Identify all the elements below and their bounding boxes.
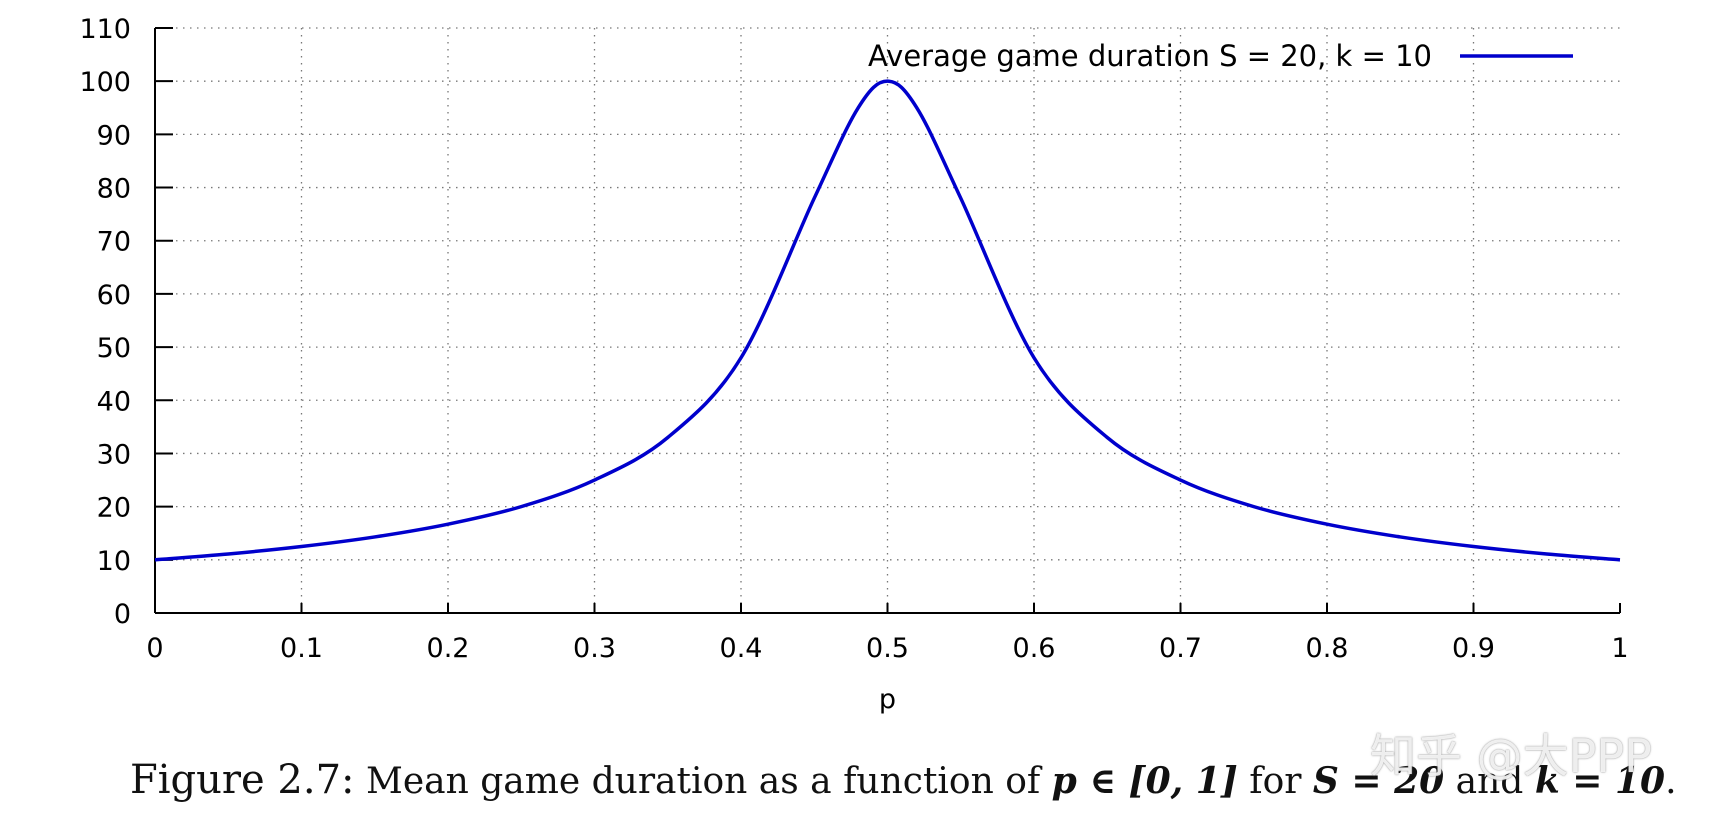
x-tick-label: 0.3 <box>573 633 616 664</box>
y-tick-label: 90 <box>97 120 131 151</box>
x-tick-label: 0.6 <box>1013 633 1056 664</box>
x-tick-label: 0.1 <box>280 633 323 664</box>
watermark: 知乎 @大PPP <box>1370 729 1652 783</box>
caption-label: Figure 2.7: <box>130 757 355 803</box>
y-tick-label: 60 <box>97 280 131 311</box>
y-tick-label: 30 <box>97 439 131 470</box>
x-tick-label: 0 <box>146 633 163 664</box>
x-tick-label: 0.8 <box>1306 633 1349 664</box>
y-tick-label: 10 <box>97 546 131 577</box>
series-lines <box>154 79 1621 562</box>
caption-text-3: and <box>1444 761 1535 802</box>
x-axis-label: p <box>879 684 896 715</box>
x-tick-label: 0.4 <box>720 633 763 664</box>
legend-entry-label: Average game duration S = 20, k = 10 <box>868 39 1432 73</box>
caption-math-k: k = 10 <box>1534 760 1666 802</box>
x-tick-label: 0.9 <box>1452 633 1495 664</box>
caption-text-2: for <box>1237 761 1313 802</box>
tick-labels: 0 0.1 0.2 0.3 0.4 0.5 0.6 0.7 0.8 0.9 101020304050… <box>79 14 1628 715</box>
y-tick-label: 100 <box>79 67 131 98</box>
x-tick-label: 0.7 <box>1159 633 1202 664</box>
y-tick-label: 0 <box>114 599 131 630</box>
x-tick-label: 0.5 <box>866 633 909 664</box>
figure-caption: Figure 2.7: Mean game duration as a func… <box>130 757 1677 804</box>
series-line <box>154 79 1621 562</box>
y-tick-label: 50 <box>97 333 131 364</box>
grid <box>155 27 1620 613</box>
x-tick-label: 1 <box>1611 633 1628 664</box>
x-tick-label: 0.2 <box>427 633 470 664</box>
y-tick-label: 110 <box>79 14 131 45</box>
caption-math-p: p ∈ [0, 1] <box>1051 760 1238 802</box>
y-tick-label: 20 <box>97 493 131 524</box>
axes <box>154 27 1621 614</box>
y-tick-label: 40 <box>97 386 131 417</box>
caption-text-4: . <box>1665 761 1677 802</box>
caption-math-s: S = 20 <box>1312 760 1445 802</box>
y-tick-label: 70 <box>97 227 131 258</box>
legend: Average game duration S = 20, k = 10 <box>868 39 1573 73</box>
caption-text-1: Mean game duration as a function of <box>354 761 1052 802</box>
y-tick-label: 80 <box>97 174 131 205</box>
